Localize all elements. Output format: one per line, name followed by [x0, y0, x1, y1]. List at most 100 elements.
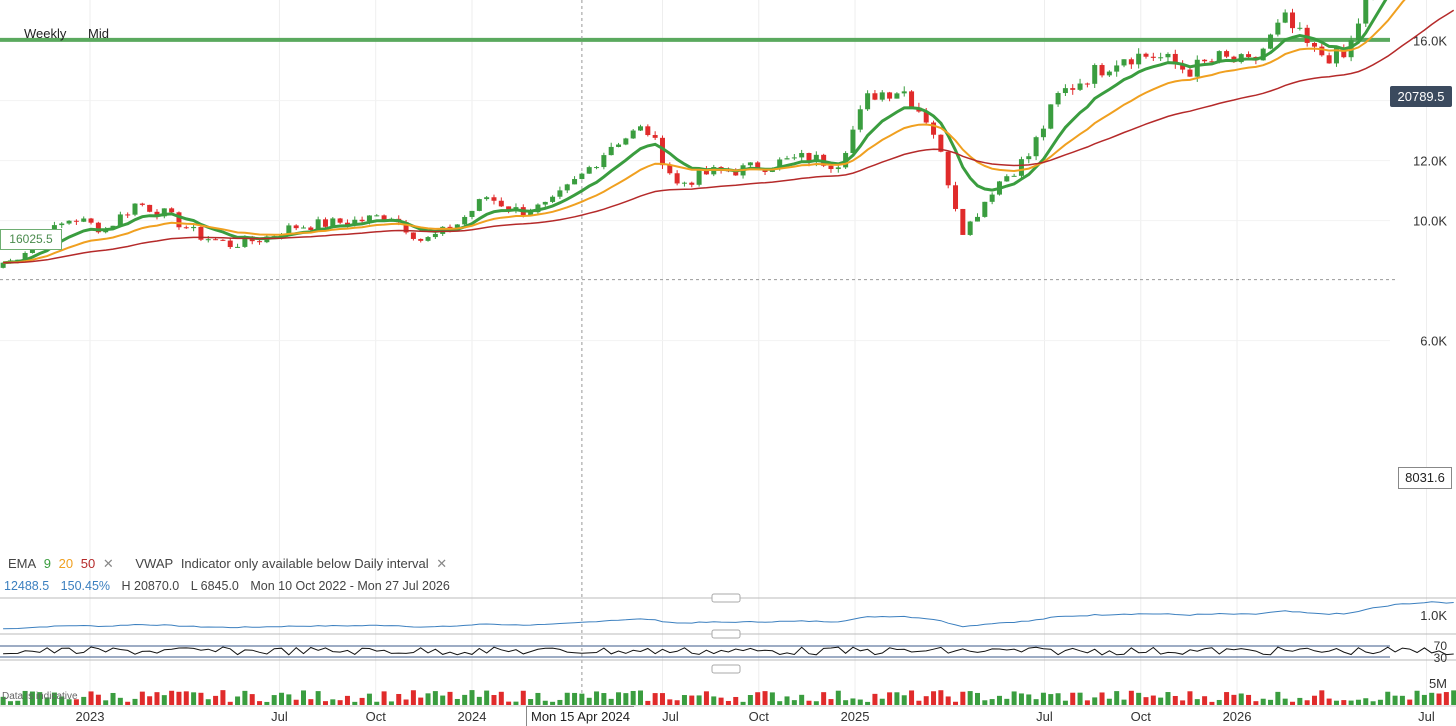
candle-body — [835, 167, 841, 170]
volume-bar — [374, 701, 380, 705]
candle-body — [1187, 69, 1193, 77]
volume-bar — [1363, 698, 1369, 705]
candle-body — [330, 218, 336, 227]
candle-body — [989, 194, 995, 202]
candle-body — [550, 196, 556, 202]
price-stats: 12488.5 150.45% H 20870.0 L 6845.0 Mon 1… — [4, 579, 458, 593]
volume-bar — [425, 693, 431, 705]
candle-body — [1018, 159, 1024, 176]
candle-body — [315, 219, 321, 231]
volume-bar — [623, 693, 629, 705]
ema-20-line — [3, 0, 1406, 264]
volume-bar — [220, 690, 226, 705]
volume-bar — [681, 695, 687, 705]
volume-bar — [322, 701, 328, 705]
volume-bar — [1260, 698, 1266, 705]
candle-body — [696, 169, 702, 185]
volume-bar — [513, 701, 519, 705]
volume-bar — [15, 700, 21, 705]
volume-bar — [476, 696, 482, 705]
rsi-line — [3, 646, 1454, 656]
interval-selector[interactable]: Weekly — [24, 26, 67, 41]
candle-body — [81, 218, 87, 222]
candle-body — [601, 155, 607, 168]
panel-resize-handle — [711, 593, 741, 603]
volume-bar — [73, 699, 79, 705]
volume-bar — [931, 691, 937, 705]
volume-bar — [293, 699, 299, 705]
candle-body — [1341, 48, 1347, 58]
vwap-label[interactable]: VWAP — [135, 556, 174, 571]
horizontal-line-badge[interactable]: 16025.5 — [0, 229, 62, 250]
volume-bar — [161, 695, 167, 705]
candle-body — [967, 221, 973, 235]
turnover-line — [3, 601, 1454, 630]
volume-bar — [242, 690, 248, 705]
panel-resize-handle — [711, 664, 741, 674]
candle-body — [1062, 88, 1068, 94]
volume-bar — [1231, 694, 1237, 705]
candle-body — [887, 92, 893, 99]
candle-body — [1216, 51, 1222, 62]
volume-bar — [1268, 699, 1274, 705]
candle-body — [366, 215, 372, 222]
volume-bar — [1319, 690, 1325, 705]
volume-bar — [44, 697, 50, 705]
volume-bar — [1377, 699, 1383, 705]
volume-bar — [1187, 691, 1193, 705]
candle-body — [938, 134, 944, 152]
turnover-axis-label: 1.0K — [1420, 608, 1447, 623]
volume-bar — [945, 696, 951, 705]
x-tick-label: Jul — [1418, 709, 1435, 724]
candle-body — [586, 167, 592, 174]
volume-bar — [279, 692, 285, 705]
vwap-remove-icon[interactable]: ✕ — [436, 556, 448, 571]
volume-bar — [1128, 690, 1134, 705]
volume-bar — [608, 698, 614, 705]
volume-bar — [1209, 701, 1215, 705]
volume-bar — [403, 699, 409, 705]
volume-bar — [601, 693, 607, 705]
volume-bar — [147, 696, 153, 705]
volume-bar — [1326, 698, 1332, 705]
volume-bar — [1246, 694, 1252, 705]
candle-body — [564, 184, 570, 191]
volume-bar — [183, 691, 189, 705]
volume-bar — [528, 699, 534, 705]
candle-body — [1202, 59, 1208, 62]
volume-bar — [1092, 697, 1098, 705]
volume-bar — [0, 696, 6, 705]
volume-bar — [1238, 693, 1244, 705]
volume-bar — [59, 696, 65, 705]
y-tick-label: 16.0K — [1413, 34, 1447, 49]
price-type-selector[interactable]: Mid — [88, 26, 109, 41]
volume-bar — [762, 691, 768, 705]
candle-body — [1165, 53, 1171, 58]
volume-bar — [579, 693, 585, 705]
ema-remove-icon[interactable]: ✕ — [102, 556, 114, 571]
volume-bar — [703, 691, 709, 705]
volume-axis-label: 5M — [1429, 676, 1447, 691]
volume-bar — [1040, 692, 1046, 705]
candle-body — [894, 93, 900, 99]
candle-body — [1194, 59, 1200, 77]
volume-bar — [557, 699, 563, 705]
volume-bar — [843, 700, 849, 705]
panel-resize-handle — [711, 629, 741, 639]
candle-body — [579, 173, 585, 180]
candle-body — [220, 239, 226, 241]
candle-body — [528, 212, 534, 216]
volume-bar — [996, 695, 1002, 705]
ema-label[interactable]: EMA — [8, 556, 37, 571]
candle-body — [1246, 54, 1252, 57]
candle-body — [689, 182, 695, 185]
candle-body — [22, 252, 28, 260]
candle-body — [1260, 48, 1266, 61]
candle-body — [1363, 0, 1369, 24]
candle-body — [1077, 83, 1083, 90]
volume-bar — [257, 701, 263, 705]
stats-change: 12488.5 — [4, 579, 50, 593]
volume-bar — [879, 698, 885, 705]
volume-bar — [747, 695, 753, 705]
